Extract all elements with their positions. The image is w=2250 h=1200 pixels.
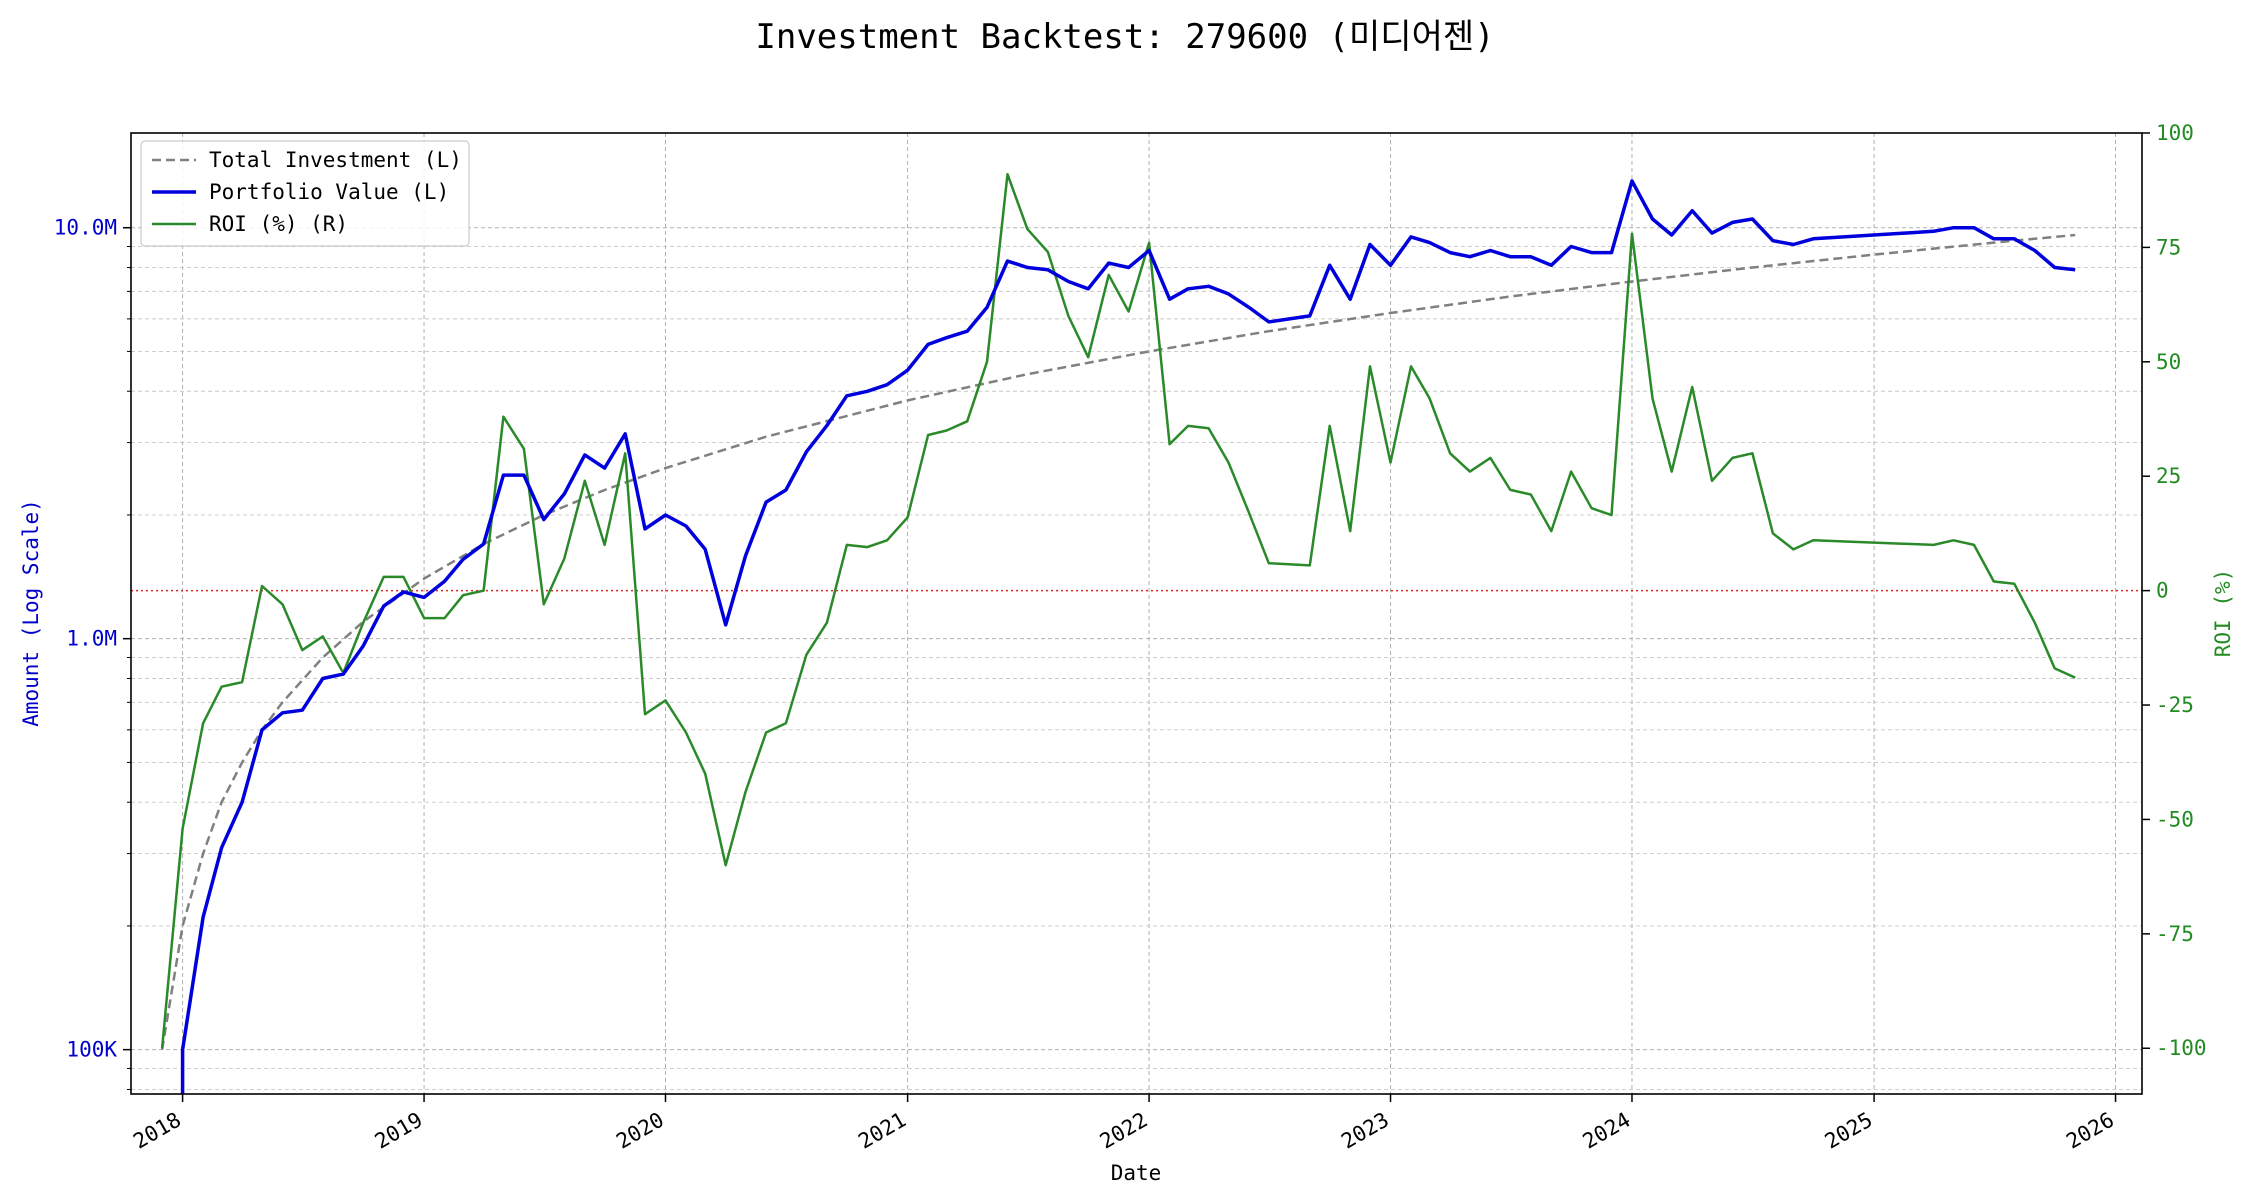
y-right-tick-label: -100 (2156, 1036, 2207, 1060)
y-right-tick-label: 0 (2156, 579, 2169, 603)
x-tick-label: 2023 (1337, 1108, 1393, 1154)
y-left-tick-label: 1.0M (66, 627, 117, 651)
legend: Total Investment (L) Portfolio Value (L) R… (140, 140, 470, 247)
x-tick-label: 2024 (1579, 1108, 1635, 1154)
chart-title: Investment Backtest: 279600 (미디어젠) (755, 17, 1494, 57)
x-tick-label: 2018 (129, 1108, 185, 1154)
x-axis-label: Date (1111, 1161, 1162, 1185)
y-right-tick-label: 100 (2156, 121, 2194, 145)
legend-label: Portfolio Value (L) (209, 180, 449, 204)
x-tick-label: 2019 (371, 1108, 427, 1154)
x-tick-label: 2026 (2062, 1108, 2118, 1154)
axis-layer: 2018 2019 2020 2021 2022 2023 2024 2025 2026 100K… (54, 121, 2207, 1154)
total-investment-line (160, 233, 2076, 1050)
roi-line (160, 172, 2076, 1049)
y-right-tick-label: 25 (2156, 464, 2181, 488)
x-tick-label: 2021 (854, 1108, 910, 1154)
plot-frame (130, 132, 2143, 1095)
x-tick-label: 2025 (1821, 1108, 1877, 1154)
grid-layer (131, 133, 2142, 1094)
legend-box (140, 140, 470, 247)
legend-label: Total Investment (L) (209, 148, 462, 172)
y-right-tick-label: -25 (2156, 693, 2194, 717)
series-layer (131, 172, 2142, 1094)
y-right-tick-label: -50 (2156, 807, 2194, 831)
y-left-tick-label: 10.0M (54, 216, 117, 240)
y-right-tick-label: 75 (2156, 235, 2181, 259)
legend-label: ROI (%) (R) (209, 212, 348, 236)
x-tick-label: 2020 (612, 1108, 668, 1154)
x-tick-label: 2022 (1096, 1108, 1152, 1154)
y-left-tick-label: 100K (66, 1038, 117, 1062)
y-right-tick-label: -75 (2156, 922, 2194, 946)
y-right-tick-label: 50 (2156, 350, 2181, 374)
y-right-axis-label: ROI (%) (2211, 569, 2235, 658)
portfolio-value-line (180, 179, 2076, 1094)
y-left-axis-label: Amount (Log Scale) (19, 499, 43, 727)
